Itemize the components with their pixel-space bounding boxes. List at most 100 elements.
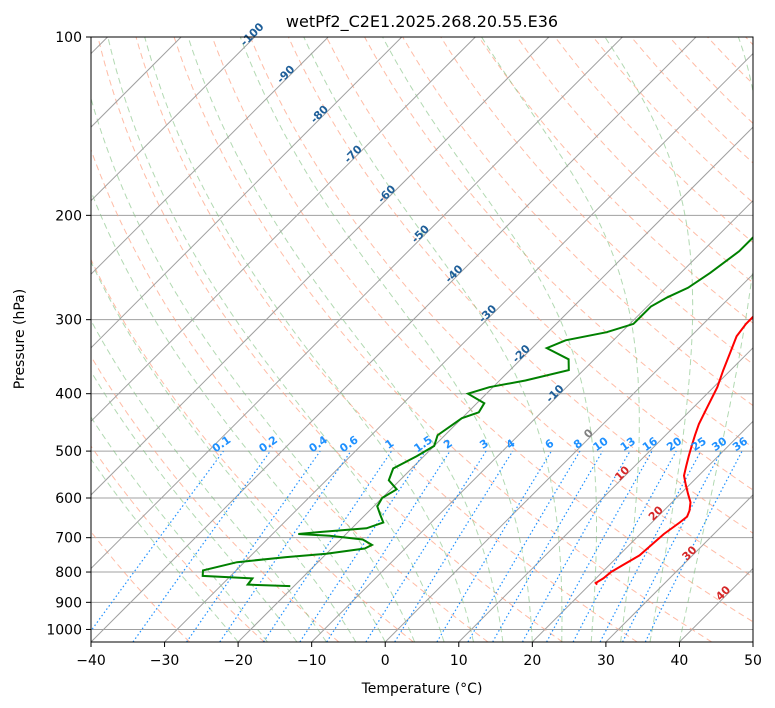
isotherm-line	[311, 199, 753, 642]
isotherm-line	[384, 273, 753, 642]
moist-adiabat	[91, 189, 386, 642]
moist-adiabat	[144, 37, 474, 642]
mixing-ratio-line	[299, 450, 426, 642]
x-tick-label: 40	[671, 653, 689, 669]
mixing-ratio-line	[186, 450, 321, 642]
dry-adiabat	[326, 37, 753, 491]
x-tick-label: −40	[76, 653, 106, 669]
y-tick-label: 400	[55, 387, 82, 403]
mixing-ratio-line	[326, 450, 451, 642]
isotherm-line	[237, 126, 753, 642]
isotherm-label: -30	[476, 302, 499, 325]
isotherm-line	[91, 37, 403, 349]
background-lines	[91, 37, 753, 642]
mixing-ratio-label: 0.1	[210, 433, 233, 455]
y-tick-label: 100	[55, 30, 82, 46]
moist-adiabat	[187, 37, 504, 642]
isotherm-label: -100	[238, 20, 267, 49]
mixing-ratio-label: 0.4	[306, 433, 330, 455]
isotherm-label: -80	[308, 102, 331, 125]
dry-adiabat	[91, 445, 265, 642]
isotherm-label: -70	[342, 142, 365, 165]
isotherm-line	[91, 37, 623, 570]
x-tick-label: 30	[597, 653, 615, 669]
mixing-ratio-line	[521, 450, 631, 642]
moist-adiabat	[91, 96, 416, 642]
mixing-ratio-line	[365, 450, 487, 642]
dry-adiabat	[478, 37, 753, 324]
y-tick-label: 500	[55, 444, 82, 460]
moist-adiabat	[382, 37, 597, 642]
plot-frame	[90, 36, 754, 643]
mixing-ratio-line	[91, 450, 224, 632]
x-tick-label: 0	[381, 653, 390, 669]
y-axis-label: Pressure (hPa)	[12, 289, 28, 389]
dry-adiabat	[402, 37, 753, 407]
y-tick-label: 200	[55, 208, 82, 224]
temperature-profile-line	[594, 315, 753, 586]
dry-adiabat	[554, 37, 753, 244]
moist-adiabat	[91, 416, 268, 642]
moist-adiabat	[303, 37, 563, 642]
mixing-ratio-label: 1.5	[412, 433, 435, 455]
isotherm-line	[752, 641, 753, 642]
isotherm-line	[531, 420, 753, 642]
y-tick-label: 700	[55, 531, 82, 547]
mixing-ratio-line	[572, 450, 677, 642]
dry-adiabat	[211, 37, 753, 623]
y-tick-label: 600	[55, 491, 82, 507]
dry-adiabat	[440, 37, 753, 365]
mixing-ratio-label: 0.6	[337, 433, 361, 455]
mixing-ratio-line	[644, 450, 743, 642]
moist-adiabat	[480, 37, 640, 642]
isotherm-label: -60	[375, 182, 398, 205]
dry-adiabat	[91, 258, 414, 642]
x-tick-label: −30	[150, 653, 180, 669]
mixing-ratio-line	[394, 450, 514, 642]
dewpoint-profile-line	[201, 235, 753, 588]
isotherm-label: -10	[543, 382, 566, 405]
mixing-ratio-line	[467, 450, 581, 642]
x-tick-label: 50	[744, 653, 762, 669]
dry-adiabat	[91, 148, 489, 642]
dry-adiabat	[91, 355, 340, 642]
axis-ticks: −40 −30 −20 −10 0 10 20 30 40 5010020030040050060…	[46, 30, 762, 669]
y-tick-label: 1000	[46, 622, 82, 638]
mixing-ratio-label: 2	[441, 437, 455, 452]
dry-adiabat	[97, 37, 563, 642]
isotherm-line	[91, 37, 256, 202]
moist-adiabat	[91, 319, 327, 642]
isotherm-line	[91, 37, 476, 423]
moist-adiabat	[91, 458, 239, 642]
isotherm-line	[91, 37, 550, 496]
isotherm-line	[458, 347, 753, 642]
x-axis-label: Temperature (°C)	[361, 681, 483, 697]
isotherm-label: -90	[274, 63, 297, 86]
x-tick-label: −10	[297, 653, 327, 669]
isotherm-line	[605, 494, 753, 642]
isotherm-line	[91, 37, 697, 642]
mixing-ratio-line	[132, 450, 271, 642]
mixing-ratio-line	[262, 450, 392, 642]
dry-adiabat	[592, 37, 753, 204]
dry-adiabat	[707, 37, 753, 85]
mixing-ratio-label: 6	[543, 437, 557, 452]
y-tick-label: 300	[55, 313, 82, 329]
dry-adiabat	[745, 37, 753, 46]
y-tick-label: 900	[55, 595, 82, 611]
moist-adiabat	[107, 37, 445, 642]
dry-adiabat	[249, 37, 753, 578]
y-tick-label: 800	[55, 565, 82, 581]
isotherm-label: -20	[510, 342, 533, 365]
isotherm-line	[164, 52, 753, 642]
dry-adiabat	[630, 37, 753, 164]
isotherm-line	[91, 37, 329, 275]
mixing-ratio-line	[219, 450, 352, 642]
dry-adiabat	[364, 37, 753, 449]
mixing-ratio-label: 4	[504, 437, 518, 452]
moist-adiabat	[678, 37, 753, 642]
isotherm-label: 40	[713, 583, 733, 603]
series-layer	[201, 235, 753, 588]
chart-title: wetPf2_C2E1.2025.268.20.55.E36	[286, 12, 558, 32]
